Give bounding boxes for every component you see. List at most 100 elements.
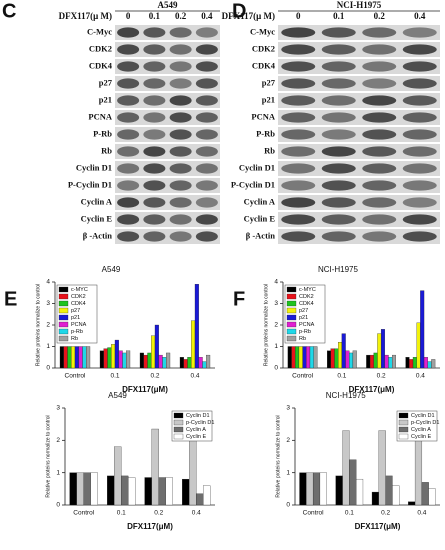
blot-strip: [278, 42, 440, 57]
band: [321, 180, 356, 191]
bar: [371, 491, 379, 506]
band: [117, 231, 140, 242]
legend-label: p27: [299, 308, 308, 314]
bar: [206, 354, 211, 369]
protein-label: P-Rb: [93, 128, 112, 138]
dose: 0: [126, 11, 131, 21]
bar: [82, 346, 87, 369]
bar: [428, 488, 436, 506]
y-tick-label: 0: [286, 502, 290, 509]
band: [117, 78, 140, 89]
legend-swatch: [286, 293, 297, 300]
band: [402, 197, 437, 208]
blot-strip: [278, 76, 440, 91]
dose: 0.2: [374, 11, 386, 21]
band: [362, 78, 397, 89]
x-tick-label: Control: [292, 373, 314, 380]
bar: [122, 352, 127, 369]
y-axis-label: Relative proteins normalize to control: [275, 415, 281, 497]
band: [362, 95, 397, 106]
band: [117, 27, 140, 38]
blot-strip: [115, 195, 220, 210]
x-tick-label: 0.2: [150, 373, 159, 380]
bar: [287, 346, 292, 369]
band: [402, 112, 437, 123]
legend-swatch: [398, 433, 409, 440]
blot-strip: [115, 144, 220, 159]
blot-strip: [115, 212, 220, 227]
band: [321, 95, 356, 106]
y-axis-label: Relative proteins normalize to control: [45, 415, 51, 497]
band: [143, 214, 166, 225]
y-tick-label: 1: [56, 469, 60, 476]
legend-swatch: [173, 419, 184, 426]
band: [281, 78, 316, 89]
dose: 0.1: [333, 11, 345, 21]
band: [402, 129, 437, 140]
band: [143, 78, 166, 89]
blot-strip: [278, 195, 440, 210]
band: [143, 27, 166, 38]
bar: [335, 475, 343, 506]
x-tick-label: 0.1: [110, 373, 119, 380]
bar: [416, 322, 421, 369]
x-tick-label: 0.4: [192, 510, 201, 517]
panel-label: D: [232, 0, 246, 22]
band: [195, 112, 218, 123]
band: [195, 163, 218, 174]
band: [362, 27, 397, 38]
bar: [144, 477, 152, 506]
bar: [121, 475, 129, 506]
protein-label: CDK2: [89, 43, 112, 53]
band: [117, 112, 140, 123]
band: [402, 78, 437, 89]
legend-label: Cyclin D1: [411, 413, 435, 419]
x-tick-label: 0.4: [416, 373, 425, 380]
bar: [306, 472, 314, 506]
x-axis-label: DFX117(μM): [122, 385, 168, 394]
x-tick-label: Control: [65, 373, 87, 380]
protein-label: Rb: [101, 145, 112, 155]
bar: [59, 346, 64, 369]
band: [195, 180, 218, 191]
legend-swatch: [286, 307, 297, 314]
bar: [179, 357, 184, 369]
legend-swatch: [58, 321, 69, 328]
legend-label: Rb: [71, 336, 78, 342]
legend-swatch: [58, 328, 69, 335]
legend-swatch: [58, 314, 69, 321]
bar: [306, 346, 311, 369]
legend-swatch: [398, 412, 409, 419]
band: [281, 27, 316, 38]
band: [169, 231, 192, 242]
protein-label: CDK4: [89, 60, 113, 70]
band: [402, 27, 437, 38]
bar: [388, 357, 393, 369]
bar: [352, 350, 357, 369]
bar: [385, 475, 393, 506]
y-tick-label: 0: [46, 365, 50, 372]
band: [169, 180, 192, 191]
blot-strip: [278, 59, 440, 74]
bar: [183, 359, 188, 369]
bar: [198, 357, 203, 369]
band: [117, 146, 140, 157]
blot-strip: [115, 161, 220, 176]
bar: [299, 472, 307, 506]
legend-label: Cyclin E: [186, 434, 207, 440]
x-axis-label: DFX117(μM): [349, 385, 395, 394]
band: [362, 231, 397, 242]
bar: [384, 354, 389, 369]
bar: [187, 357, 192, 369]
legend-swatch: [58, 335, 69, 342]
band: [281, 163, 316, 174]
bar: [114, 339, 119, 369]
panel-label: E: [4, 288, 17, 310]
bar: [327, 350, 331, 369]
bar: [291, 346, 296, 369]
band: [117, 129, 140, 140]
protein-label: p21: [99, 94, 112, 104]
blot-strip: [115, 229, 220, 244]
band: [402, 214, 437, 225]
chart-title: A549: [108, 391, 127, 400]
